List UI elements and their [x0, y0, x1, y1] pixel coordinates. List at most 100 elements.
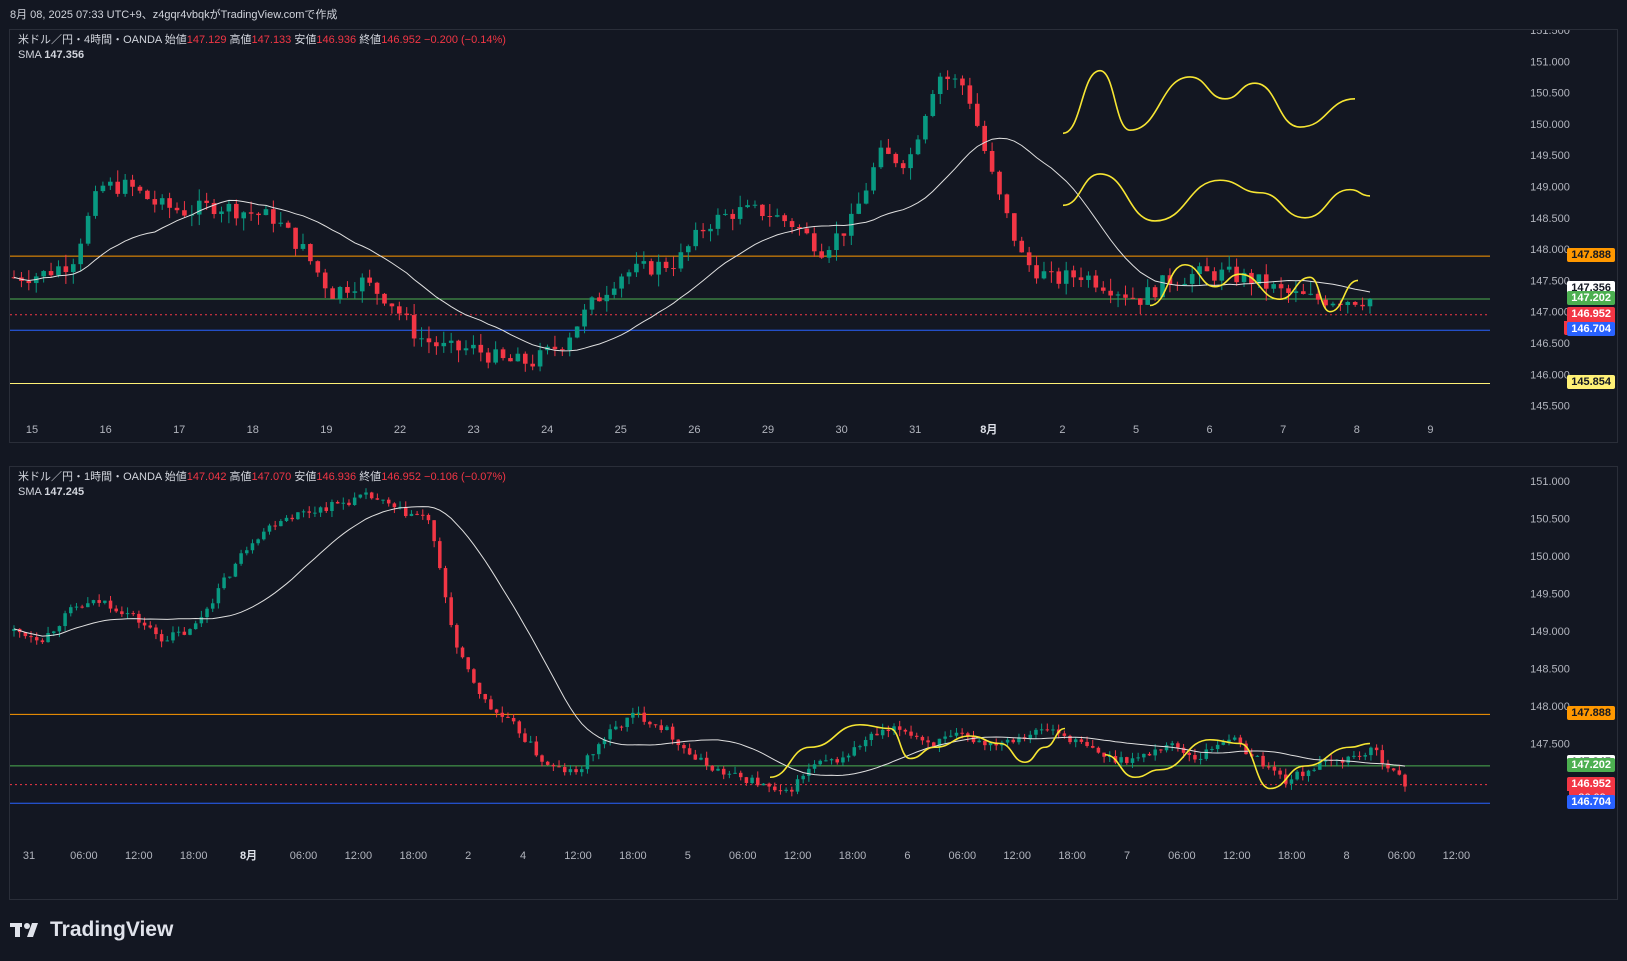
price-chart-4h[interactable]: 151.500 151.000 150.500 150.000 149.500 149.0… — [10, 30, 1617, 442]
candle-body — [477, 682, 482, 695]
candle-body — [1278, 770, 1282, 775]
candle-body — [448, 340, 454, 343]
price-axis-label: 148.000 — [1530, 244, 1570, 256]
candle-body — [1011, 739, 1016, 743]
time-axis-label: 5 — [1133, 424, 1139, 436]
candle-body — [97, 600, 101, 603]
candle-body — [174, 207, 180, 211]
candle-body — [1301, 291, 1306, 294]
price-chart-1h[interactable]: 151.000 150.500 150.000 149.500 149.000 148.5… — [10, 467, 1617, 899]
candle-body — [456, 340, 461, 351]
candle-body — [494, 709, 499, 713]
candle-body — [426, 514, 431, 521]
candle-body — [574, 326, 580, 338]
candle-body — [154, 627, 158, 635]
time-axis-label: 7 — [1280, 424, 1286, 436]
candle-body — [930, 94, 936, 116]
candle-body — [85, 215, 91, 244]
candle-body — [493, 349, 498, 363]
candle-body — [1017, 737, 1021, 743]
candle-body — [48, 271, 54, 276]
candle-body — [932, 742, 936, 747]
candle-body — [687, 748, 692, 755]
time-axis-label: 4 — [520, 850, 526, 862]
price-axis-label: 151.000 — [1530, 476, 1570, 488]
drawing-curve — [1149, 263, 1359, 313]
candle-body — [915, 139, 921, 155]
sma-value: 147.245 — [44, 486, 85, 498]
candle-body — [1137, 298, 1143, 305]
candle-body — [523, 733, 527, 742]
price-axis-label: 148.500 — [1530, 213, 1570, 225]
candle-body — [1181, 747, 1186, 753]
candle-body — [1034, 265, 1039, 279]
candle-body — [949, 735, 953, 737]
chart-pane-4h[interactable]: 151.500 151.000 150.500 150.000 149.500 149.0… — [9, 29, 1618, 443]
time-axis-label: 06:00 — [1388, 850, 1416, 862]
candle-body — [1197, 266, 1202, 275]
time-axis-label: 7 — [1124, 850, 1130, 862]
candle-body — [114, 608, 118, 612]
candle-body — [386, 499, 391, 504]
drawing-curve — [1104, 738, 1371, 790]
candle-body — [834, 233, 839, 251]
candle-body — [137, 613, 141, 623]
candle-body — [103, 600, 107, 603]
candle-body — [574, 769, 578, 773]
candle-body — [409, 513, 414, 516]
low-label: 安値 — [294, 471, 317, 483]
candle-body — [750, 777, 754, 784]
change-value: −0.200 (−0.14%) — [424, 34, 506, 46]
candle-body — [193, 623, 198, 630]
candle-body — [537, 350, 543, 367]
candle-body — [737, 207, 743, 219]
candle-body — [369, 492, 374, 499]
candle-body — [449, 597, 453, 626]
time-axis-label: 12:00 — [1003, 850, 1031, 862]
candle-body — [330, 288, 335, 299]
candle-body — [723, 213, 728, 215]
candle-body — [211, 202, 217, 215]
candle-body — [585, 755, 590, 770]
price-tag-blue: 146.704 — [1567, 795, 1615, 810]
drawing-curve — [1062, 69, 1356, 135]
candle-body — [485, 352, 491, 363]
candle-body — [530, 363, 535, 367]
open-value: 147.129 — [186, 34, 227, 46]
time-axis-label: 18 — [247, 424, 259, 436]
candle-body — [1301, 771, 1305, 777]
chart-pane-1h[interactable]: 151.000 150.500 150.000 149.500 149.000 148.5… — [9, 466, 1618, 900]
candle-body — [715, 214, 721, 229]
candle-body — [1170, 743, 1174, 746]
candle-body — [1266, 766, 1271, 768]
tradingview-logo[interactable]: TradingView — [10, 918, 173, 942]
candle-body — [878, 147, 884, 168]
time-axis-label: 5 — [685, 850, 691, 862]
sma-label: SMA — [18, 49, 42, 61]
candle-body — [434, 342, 439, 347]
price-axis-label: 146.500 — [1530, 338, 1570, 350]
candle-body — [290, 517, 294, 520]
candle-body — [1312, 769, 1316, 771]
close-label: 終値 — [359, 34, 382, 46]
sma-label: SMA — [18, 486, 42, 498]
candle-body — [528, 741, 533, 743]
candle-body — [241, 212, 247, 219]
candle-body — [1323, 759, 1328, 762]
candle-body — [1204, 266, 1210, 272]
candle-body — [871, 167, 876, 191]
candle-body — [403, 506, 408, 516]
price-tag-res: 147.888 — [1567, 248, 1615, 263]
candle-body — [41, 271, 46, 277]
time-axis-label: 06:00 — [1168, 850, 1196, 862]
time-axis-label: 23 — [467, 424, 479, 436]
candle-body — [466, 657, 470, 670]
candle-body — [1232, 737, 1237, 740]
candle-body — [1176, 743, 1180, 748]
candle-body — [989, 150, 995, 172]
candle-body — [782, 215, 787, 222]
time-axis-label: 8 — [1354, 424, 1360, 436]
candle-body — [818, 760, 822, 765]
candle-body — [374, 282, 380, 294]
candle-body — [903, 729, 908, 732]
